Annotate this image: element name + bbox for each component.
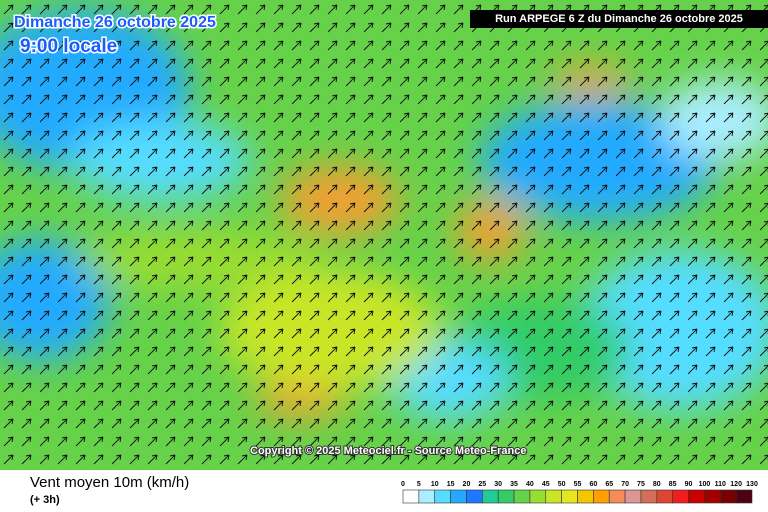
legend-swatch	[704, 489, 721, 504]
legend-title: Vent moyen 10m (km/h)	[30, 474, 190, 491]
legend-tick: 60	[589, 481, 597, 488]
legend-swatch	[418, 489, 436, 504]
legend-swatch	[482, 489, 499, 504]
legend-swatch	[593, 489, 610, 504]
legend-tick: 85	[669, 481, 677, 488]
wind-map: Dimanche 26 octobre 2025 9:00 locale Cop…	[0, 0, 768, 470]
legend-tick: 20	[463, 481, 471, 488]
legend-tick: 10	[431, 481, 439, 488]
legend-tick: 75	[637, 481, 645, 488]
legend-subtitle: (+ 3h)	[30, 494, 60, 506]
legend-swatch	[434, 489, 451, 504]
legend-tick: 25	[478, 481, 486, 488]
legend-swatch	[640, 489, 658, 504]
legend-swatch	[497, 489, 515, 504]
legend-tick: 100	[699, 481, 711, 488]
legend-swatch	[656, 489, 673, 504]
legend-tick: 0	[401, 481, 405, 488]
legend-tick: 70	[621, 481, 629, 488]
legend-tick: 110	[715, 481, 726, 488]
legend-swatch	[608, 489, 626, 504]
legend-swatch	[688, 489, 705, 504]
legend-swatch	[624, 489, 642, 504]
legend-tick: 120	[730, 481, 742, 488]
legend-tick: 55	[574, 481, 582, 488]
legend-tick: 35	[510, 481, 518, 488]
legend-tick: 130	[746, 481, 758, 488]
legend-tick: 65	[605, 481, 613, 488]
legend-swatch	[529, 489, 547, 504]
legend-tick: 90	[685, 481, 693, 488]
legend-swatch	[735, 489, 753, 504]
legend-swatch	[513, 489, 531, 504]
legend-swatch	[577, 489, 594, 504]
map-date: Dimanche 26 octobre 2025	[14, 14, 216, 31]
legend-swatch	[466, 489, 483, 504]
legend-swatch	[402, 489, 420, 504]
legend-tick: 45	[542, 481, 550, 488]
legend-swatch	[545, 489, 562, 504]
color-legend: 0 5 10 15 20 25 30 35 40 45 50 55 60 65 70 75 80 85 90 100 1…	[401, 481, 758, 504]
copyright: Copyright © 2025 Meteociel.fr - Source M…	[250, 445, 526, 457]
map-time: 9:00 locale	[20, 36, 117, 57]
legend-tick: 30	[494, 481, 502, 488]
wind-arrows	[0, 0, 768, 470]
legend-tick: 15	[447, 481, 455, 488]
legend-swatch	[719, 489, 737, 504]
legend-tick: 5	[417, 481, 421, 488]
legend-swatch	[672, 489, 689, 504]
legend-swatch	[450, 489, 467, 504]
legend-tick: 40	[526, 481, 534, 488]
run-label: Run ARPEGE 6 Z du Dimanche 26 octobre 20…	[470, 10, 768, 28]
legend-tick: 50	[558, 481, 566, 488]
legend-tick: 80	[653, 481, 661, 488]
legend-swatch	[561, 489, 578, 504]
